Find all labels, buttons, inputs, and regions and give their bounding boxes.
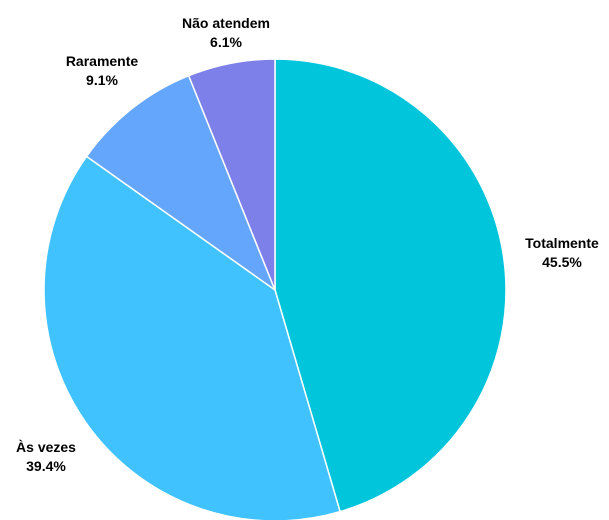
slice-label-percent: 45.5% bbox=[542, 254, 582, 270]
slice-label-name: Totalmente bbox=[525, 235, 599, 251]
pie-slice-raramente bbox=[85, 74, 276, 291]
slice-label-name: Às vezes bbox=[16, 439, 76, 455]
slice-label-name: Não atendem bbox=[182, 15, 270, 31]
pie-slices bbox=[43, 58, 507, 520]
slice-label-percent: 6.1% bbox=[210, 34, 242, 50]
slice-label-percent: 9.1% bbox=[86, 72, 118, 88]
slice-label-name: Raramente bbox=[66, 53, 139, 69]
pie-slice-às-vezes bbox=[43, 155, 341, 520]
slice-label-percent: 39.4% bbox=[26, 458, 66, 474]
pie-slice-não-atendem bbox=[187, 58, 276, 291]
pie-slice-totalmente bbox=[274, 58, 507, 513]
pie-labels: Totalmente 45.5% Às vezes 39.4% Raramente 9.1… bbox=[16, 15, 599, 474]
